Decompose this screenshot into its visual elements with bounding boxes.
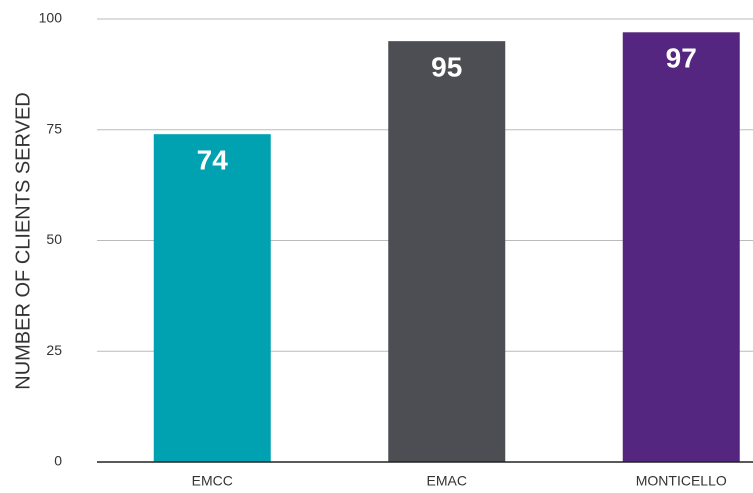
bar (622, 32, 740, 462)
y-tick-label: 100 (39, 10, 63, 26)
x-tick-label: MONTICELLO (636, 473, 727, 489)
bar (153, 134, 271, 462)
y-axis-label: NUMBER OF CLIENTS SERVED (12, 92, 34, 389)
y-tick-label: 75 (46, 120, 62, 136)
y-tick-label: 0 (54, 453, 62, 469)
x-tick-label: EMCC (192, 473, 233, 489)
x-tick-label: EMAC (427, 473, 467, 489)
y-tick-label: 25 (46, 342, 62, 358)
data-label: 95 (431, 52, 462, 83)
y-tick-label: 50 (46, 231, 62, 247)
data-label: 74 (197, 145, 229, 176)
bar (388, 41, 506, 463)
data-label: 97 (666, 43, 697, 74)
